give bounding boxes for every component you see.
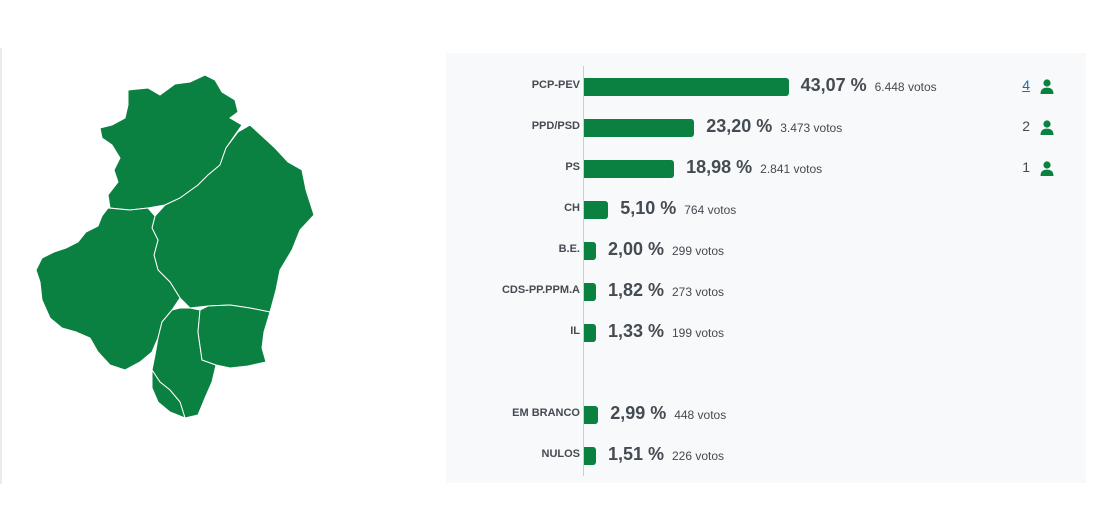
seats-count[interactable]: 4 bbox=[1022, 77, 1030, 93]
person-icon bbox=[1040, 79, 1054, 94]
map-region-south-east[interactable] bbox=[197, 304, 271, 369]
district-map[interactable] bbox=[30, 70, 320, 425]
votes-label: 6.448 votos bbox=[874, 80, 937, 94]
party-label: CH bbox=[564, 202, 580, 214]
person-icon bbox=[1040, 120, 1054, 135]
result-bar bbox=[584, 201, 609, 219]
result-bar bbox=[584, 447, 596, 465]
seats-count: 1 bbox=[1022, 159, 1030, 175]
percentage-label: 5,10 % bbox=[620, 198, 677, 218]
results-chart: PCP-PEV 43,07 % 6.448 votos 4 PPD/PSD 23,20 %… bbox=[446, 0, 1086, 521]
result-row[interactable]: PCP-PEV 43,07 % 6.448 votos 4 bbox=[446, 75, 1086, 98]
party-label: IL bbox=[570, 325, 580, 337]
party-label: B.E. bbox=[558, 243, 580, 255]
result-bar bbox=[584, 78, 789, 96]
results-panel bbox=[446, 53, 1086, 483]
percentage-label: 43,07 % bbox=[800, 75, 867, 95]
votes-label: 3.473 votos bbox=[780, 121, 843, 135]
party-label: EM BRANCO bbox=[512, 407, 580, 419]
result-bar bbox=[584, 406, 599, 424]
map-region-south[interactable] bbox=[151, 368, 186, 419]
result-row[interactable]: CDS-PP.PPM.A 1,82 % 273 votos bbox=[446, 280, 1086, 303]
map-region-west[interactable] bbox=[35, 207, 181, 371]
result-row[interactable]: IL 1,33 % 199 votos bbox=[446, 321, 1086, 344]
party-label: NULOS bbox=[541, 448, 581, 460]
votes-label: 273 votos bbox=[672, 285, 725, 299]
percentage-label: 1,82 % bbox=[608, 280, 665, 300]
votes-label: 199 votos bbox=[672, 326, 725, 340]
district-map-svg[interactable] bbox=[30, 70, 320, 425]
result-bar bbox=[584, 160, 675, 178]
percentage-label: 2,00 % bbox=[608, 239, 665, 259]
result-bar bbox=[584, 119, 695, 137]
seats-count: 2 bbox=[1022, 118, 1030, 134]
percentage-label: 1,33 % bbox=[608, 321, 665, 341]
result-bar bbox=[584, 242, 596, 260]
party-label: PS bbox=[565, 161, 580, 173]
percentage-label: 23,20 % bbox=[706, 116, 773, 136]
percentage-label: 2,99 % bbox=[610, 403, 667, 423]
result-row[interactable]: NULOS 1,51 % 226 votos bbox=[446, 444, 1086, 467]
percentage-label: 1,51 % bbox=[608, 444, 665, 464]
result-row[interactable]: PPD/PSD 23,20 % 3.473 votos 2 bbox=[446, 116, 1086, 139]
person-icon bbox=[1040, 161, 1054, 176]
votes-label: 226 votos bbox=[672, 449, 725, 463]
votes-label: 2.841 votos bbox=[760, 162, 823, 176]
bar-axis-line bbox=[583, 66, 584, 476]
percentage-label: 18,98 % bbox=[686, 157, 753, 177]
result-bar bbox=[584, 324, 596, 342]
party-label: CDS-PP.PPM.A bbox=[501, 284, 580, 296]
votes-label: 448 votos bbox=[674, 408, 727, 422]
result-row[interactable]: B.E. 2,00 % 299 votos bbox=[446, 239, 1086, 262]
result-row[interactable]: CH 5,10 % 764 votos bbox=[446, 198, 1086, 221]
result-row[interactable]: PS 18,98 % 2.841 votos 1 bbox=[446, 157, 1086, 180]
left-divider bbox=[0, 48, 2, 484]
result-row[interactable]: EM BRANCO 2,99 % 448 votos bbox=[446, 403, 1086, 426]
party-label: PCP-PEV bbox=[531, 79, 580, 91]
result-bar bbox=[584, 283, 596, 301]
votes-label: 764 votos bbox=[684, 203, 737, 217]
votes-label: 299 votos bbox=[672, 244, 725, 258]
party-label: PPD/PSD bbox=[531, 120, 580, 132]
